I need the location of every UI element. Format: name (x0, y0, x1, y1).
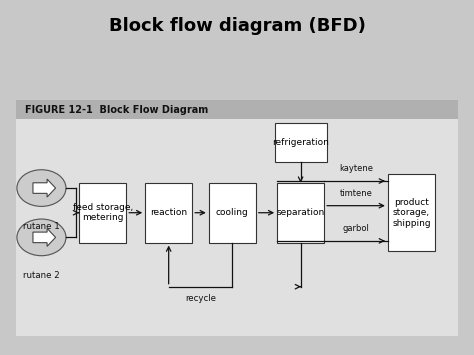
Circle shape (17, 219, 66, 256)
Polygon shape (33, 179, 55, 197)
Text: reaction: reaction (150, 208, 187, 217)
Polygon shape (33, 228, 55, 246)
FancyBboxPatch shape (145, 183, 192, 243)
Text: FIGURE 12-1  Block Flow Diagram: FIGURE 12-1 Block Flow Diagram (25, 104, 208, 115)
FancyBboxPatch shape (388, 174, 435, 251)
Text: Block flow diagram (BFD): Block flow diagram (BFD) (109, 17, 365, 35)
Circle shape (17, 170, 66, 206)
Text: feed storage,
metering: feed storage, metering (73, 203, 133, 223)
Text: refrigeration: refrigeration (272, 138, 329, 147)
Text: cooling: cooling (216, 208, 249, 217)
FancyBboxPatch shape (209, 183, 256, 243)
FancyBboxPatch shape (16, 100, 458, 119)
FancyBboxPatch shape (16, 118, 458, 336)
FancyBboxPatch shape (79, 183, 126, 243)
Text: garbol: garbol (343, 224, 369, 233)
Text: product
storage,
shipping: product storage, shipping (392, 198, 431, 228)
Text: rutane 2: rutane 2 (23, 271, 60, 280)
FancyBboxPatch shape (275, 123, 327, 162)
Text: recycle: recycle (185, 294, 216, 304)
Text: timtene: timtene (339, 189, 373, 198)
Text: kaytene: kaytene (339, 164, 373, 173)
Text: rutane 1: rutane 1 (23, 222, 60, 230)
Text: separation: separation (276, 208, 325, 217)
FancyBboxPatch shape (277, 183, 324, 243)
